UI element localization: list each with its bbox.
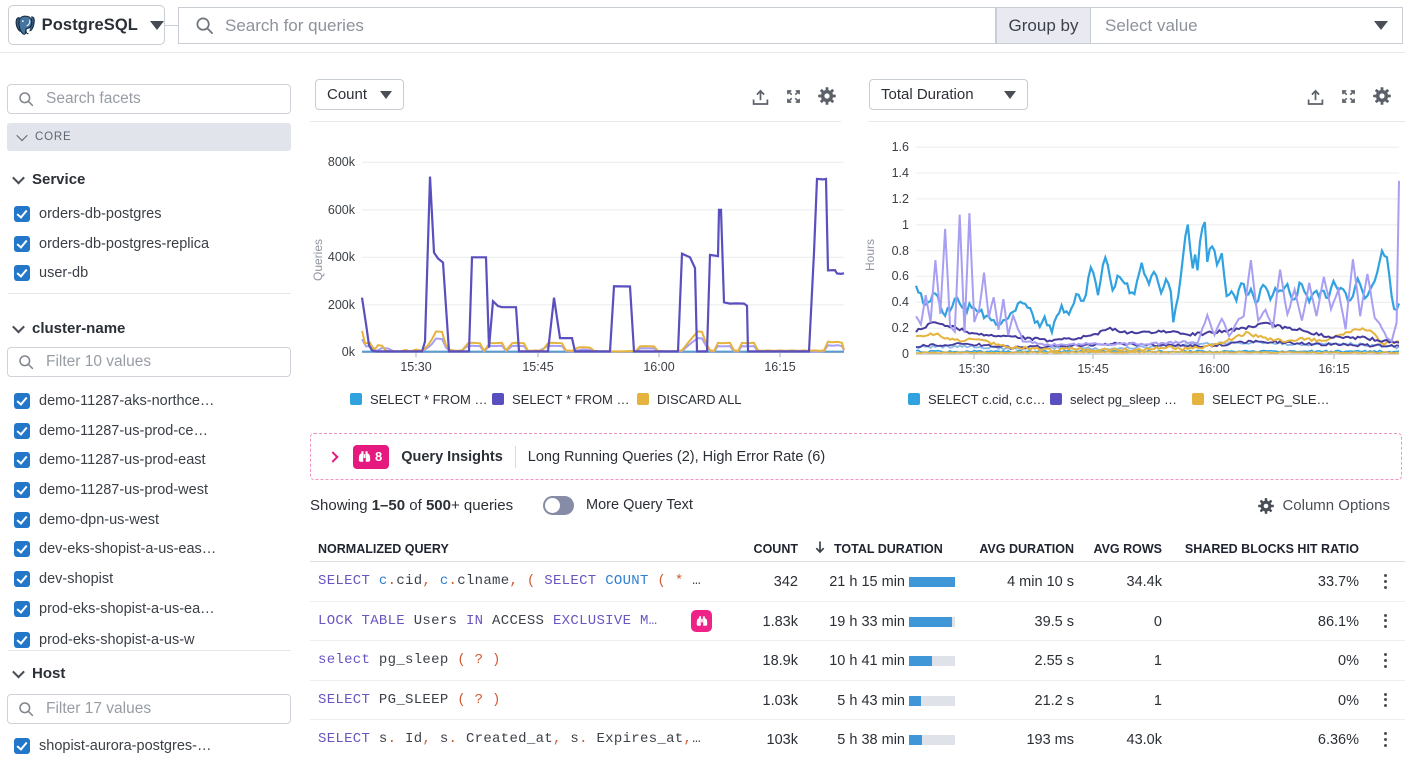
svg-text:1.4: 1.4 xyxy=(892,166,909,180)
svg-text:15:30: 15:30 xyxy=(400,360,431,374)
svg-text:0.6: 0.6 xyxy=(892,269,909,283)
svg-text:16:00: 16:00 xyxy=(643,360,674,374)
svg-text:0.4: 0.4 xyxy=(892,295,909,309)
svg-text:0: 0 xyxy=(902,347,909,361)
svg-text:0.8: 0.8 xyxy=(892,244,909,258)
svg-text:16:15: 16:15 xyxy=(764,360,795,374)
svg-text:15:45: 15:45 xyxy=(1077,362,1108,376)
svg-text:15:45: 15:45 xyxy=(522,360,553,374)
svg-text:Hours: Hours xyxy=(863,239,877,271)
svg-text:15:30: 15:30 xyxy=(958,362,989,376)
svg-text:16:00: 16:00 xyxy=(1198,362,1229,376)
svg-text:400k: 400k xyxy=(328,250,356,264)
svg-text:800k: 800k xyxy=(328,155,356,169)
svg-text:Queries: Queries xyxy=(311,239,325,281)
svg-text:1.2: 1.2 xyxy=(892,192,909,206)
svg-text:0k: 0k xyxy=(342,345,356,359)
svg-text:0.2: 0.2 xyxy=(892,321,909,335)
svg-text:200k: 200k xyxy=(328,298,356,312)
svg-text:1: 1 xyxy=(902,218,909,232)
svg-text:600k: 600k xyxy=(328,203,356,217)
svg-text:1.6: 1.6 xyxy=(892,140,909,154)
svg-text:16:15: 16:15 xyxy=(1318,362,1349,376)
